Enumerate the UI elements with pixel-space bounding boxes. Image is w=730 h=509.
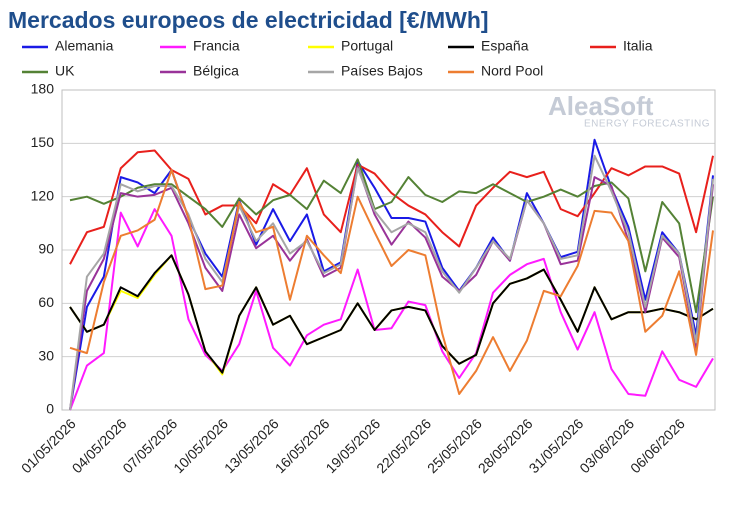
- series-line: [69, 254, 714, 374]
- y-tick-label: 180: [31, 81, 55, 97]
- legend-label: Alemania: [55, 38, 114, 54]
- watermark-sub: ENERGY FORECASTING: [584, 119, 710, 130]
- series-line: [69, 165, 714, 411]
- legend-label: UK: [55, 63, 75, 79]
- chart-title: Mercados europeos de electricidad [€/MWh…: [8, 7, 489, 33]
- series-line: [69, 154, 714, 411]
- legend-label: Nord Pool: [481, 63, 543, 79]
- series-line: [69, 208, 714, 411]
- y-tick-label: 60: [38, 294, 54, 310]
- y-tick-label: 120: [31, 187, 55, 203]
- y-tick-label: 0: [46, 401, 54, 417]
- y-tick-label: 90: [38, 241, 54, 257]
- series-line: [69, 149, 714, 265]
- plot-border: [61, 89, 716, 411]
- x-tick-label: 06/06/2026: [627, 415, 688, 476]
- legend-label: Francia: [193, 38, 240, 54]
- y-tick-label: 150: [31, 134, 55, 150]
- legend-label: Países Bajos: [341, 63, 423, 79]
- legend-label: España: [481, 38, 529, 54]
- watermark: AleaSoft: [548, 91, 654, 121]
- series-line: [69, 169, 714, 395]
- legend-label: Bélgica: [193, 63, 239, 79]
- legend-label: Portugal: [341, 38, 393, 54]
- series-line: [69, 138, 714, 411]
- legend-label: Italia: [623, 38, 653, 54]
- y-tick-label: 30: [38, 347, 54, 363]
